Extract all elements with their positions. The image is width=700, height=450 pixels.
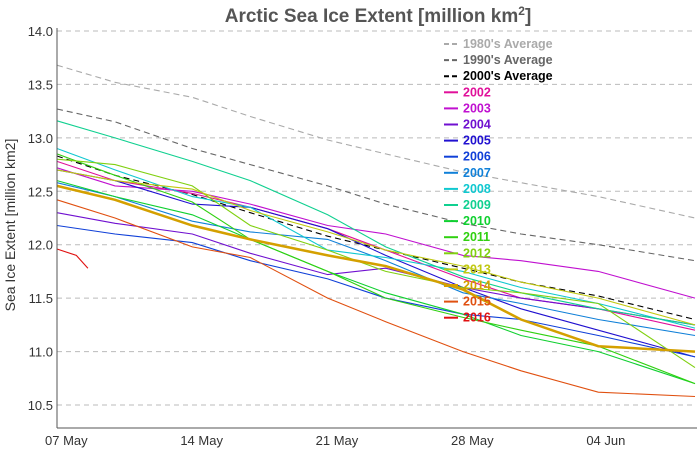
grid [57,30,695,406]
x-tick-label: 28 May [451,433,494,448]
y-tick-label: 11.5 [29,291,53,306]
y-tick-label: 13.0 [28,131,53,146]
legend-label: 2011 [463,230,490,244]
legend-label: 2014 [463,279,491,293]
y-tick-label: 11.0 [29,345,53,360]
series-line-2009 [56,120,696,326]
legend-label: 2008 [463,182,491,196]
series-line-2016 [56,248,89,269]
legend-label: 2004 [463,118,491,132]
y-tick-label: 14.0 [28,24,53,39]
x-tick-label: 21 May [316,433,359,448]
legend-label: 2002 [463,85,491,99]
y-axis-label: Sea Ice Extent [million km2] [2,139,18,312]
y-axis-ticks: 10.5 11.0 11.5 12.0 12.5 13.0 13.5 14.0 [28,24,53,413]
series-line-2015 [56,199,696,398]
y-tick-label: 10.5 [28,398,53,413]
series-line-2004 [56,212,696,326]
legend: 1980's Average 1990's Average 2000's Avera… [444,37,553,325]
series-line-2006 [56,224,696,358]
series-line-2014 [56,184,696,353]
legend-label: 2015 [463,295,491,309]
series-line-1980saverage [56,64,696,219]
x-axis-ticks: 07 May 14 May 21 May 28 May 04 Jun [45,433,625,448]
legend-label: 1990's Average [463,53,553,67]
legend-label: 2010 [463,214,491,228]
x-tick-label: 07 May [45,433,88,448]
series-line-2007 [56,182,696,337]
legend-label: 2012 [463,246,491,260]
legend-label: 2007 [463,166,491,180]
series-lines [56,64,696,398]
x-tick-label: 04 Jun [586,433,625,448]
series-line-1990saverage [56,108,696,262]
y-tick-label: 12.5 [28,184,53,199]
legend-label: 2000's Average [463,69,553,83]
legend-label: 1980's Average [463,37,553,51]
legend-label: 2006 [463,150,491,164]
legend-label: 2003 [463,101,491,115]
legend-label: 2009 [463,198,491,212]
x-tick-label: 14 May [180,433,223,448]
series-line-2011 [56,153,696,385]
series-line-2010 [56,180,696,385]
legend-label: 2016 [463,311,491,325]
legend-label: 2005 [463,134,491,148]
y-tick-label: 13.5 [28,77,53,92]
chart-title: Arctic Sea Ice Extent [million km2] [225,4,532,27]
series-line-2008 [56,147,696,329]
series-line-2013 [56,169,696,326]
series-line-2002 [56,160,696,331]
y-tick-label: 12.0 [28,238,53,253]
legend-label: 2013 [463,262,491,276]
series-line-2005 [56,169,696,358]
